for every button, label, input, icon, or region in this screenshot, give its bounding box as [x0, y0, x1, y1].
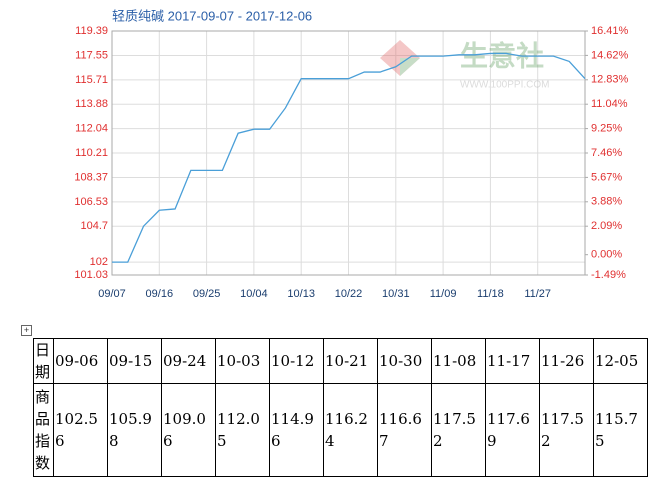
- y2-tick-label: 9.25%: [591, 123, 622, 135]
- y-tick-label: 113.88: [75, 98, 108, 110]
- row-label: 商品指数: [33, 383, 54, 477]
- x-tick-label: 09/16: [146, 288, 174, 300]
- y2-tick-label: 3.88%: [591, 196, 622, 208]
- date-cell: 09-06: [53, 338, 108, 384]
- x-tick-label: 11/09: [430, 288, 457, 300]
- value-cell: 112.05: [215, 383, 270, 477]
- y2-tick-label: 12.83%: [591, 74, 629, 86]
- y2-tick-label: 16.41%: [591, 25, 629, 37]
- date-cell: 11-17: [485, 338, 540, 384]
- watermark: 生意社 WWW.100PPI.COM: [380, 39, 549, 91]
- value-cell: 105.98: [107, 383, 162, 477]
- chart-title: 轻质纯碱 2017-09-07 - 2017-12-06: [112, 8, 312, 23]
- y2-tick-label: 11.04%: [591, 98, 628, 110]
- value-cell: 117.52: [431, 383, 486, 477]
- value-cell: 102.56: [53, 383, 108, 477]
- header-row: 日期 09-06 09-15 09-24 10-03 10-12 10-21 10-30 11-…: [33, 338, 648, 384]
- date-cell: 11-08: [431, 338, 486, 384]
- watermark-logo: [400, 58, 420, 76]
- x-tick-label: 10/31: [382, 288, 410, 300]
- value-cell: 116.24: [323, 383, 378, 477]
- y-tick-label: 115.71: [75, 74, 108, 86]
- date-cell: 10-21: [323, 338, 378, 384]
- y2-tick-label: 2.09%: [591, 220, 622, 232]
- chart: 轻质纯碱 2017-09-07 - 2017-12-06 生意社 WWW.100…: [74, 8, 629, 300]
- date-cell: 09-24: [161, 338, 216, 384]
- value-cell: 117.69: [485, 383, 540, 477]
- watermark-logo: [380, 40, 420, 76]
- x-tick-label: 10/13: [287, 288, 315, 300]
- value-cell: 117.52: [539, 383, 594, 477]
- x-tick-label: 09/25: [193, 288, 221, 300]
- date-cell: 11-26: [539, 338, 594, 384]
- y-tick-label: 101.03: [74, 269, 108, 281]
- x-tick-label: 09/07: [98, 288, 126, 300]
- value-cell: 114.96: [269, 383, 324, 477]
- value-row: 商品指数 102.56 105.98 109.06 112.05 114.96 116.24…: [33, 383, 648, 477]
- date-cell: 10-03: [215, 338, 270, 384]
- table-handle[interactable]: +: [21, 325, 32, 336]
- date-cell: 09-15: [107, 338, 162, 384]
- y2-tick-label: 7.46%: [591, 147, 622, 159]
- x-tick-label: 11/27: [524, 288, 551, 300]
- x-tick-label: 11/18: [477, 288, 504, 300]
- y2-tick-label: 5.67%: [591, 171, 622, 183]
- y-tick-label: 117.55: [75, 49, 108, 61]
- date-cell: 10-12: [269, 338, 324, 384]
- y-tick-label: 102: [90, 256, 108, 268]
- y2-tick-label: -1.49%: [591, 269, 626, 281]
- value-cell: 109.06: [161, 383, 216, 477]
- y-tick-label: 110.21: [75, 147, 108, 159]
- y2-tick-label: 0.00%: [591, 249, 622, 261]
- value-cell: 115.75: [593, 383, 648, 477]
- line-series: [112, 52, 586, 263]
- y-tick-label: 106.53: [74, 196, 108, 208]
- watermark-url: WWW.100PPI.COM: [460, 80, 549, 91]
- y-tick-label: 108.37: [74, 171, 108, 183]
- data-table: 日期 09-06 09-15 09-24 10-03 10-12 10-21 10-30 11-…: [33, 338, 648, 477]
- x-tick-label: 10/04: [240, 288, 268, 300]
- y-tick-label: 112.04: [75, 123, 108, 135]
- x-tick-label: 10/22: [335, 288, 363, 300]
- date-cell: 10-30: [377, 338, 432, 384]
- value-cell: 116.67: [377, 383, 432, 477]
- y2-tick-label: 14.62%: [591, 49, 629, 61]
- y-tick-label: 119.39: [75, 25, 108, 37]
- date-cell: 12-05: [593, 338, 648, 384]
- y-tick-label: 104.7: [80, 220, 108, 232]
- row-label: 日期: [33, 338, 54, 384]
